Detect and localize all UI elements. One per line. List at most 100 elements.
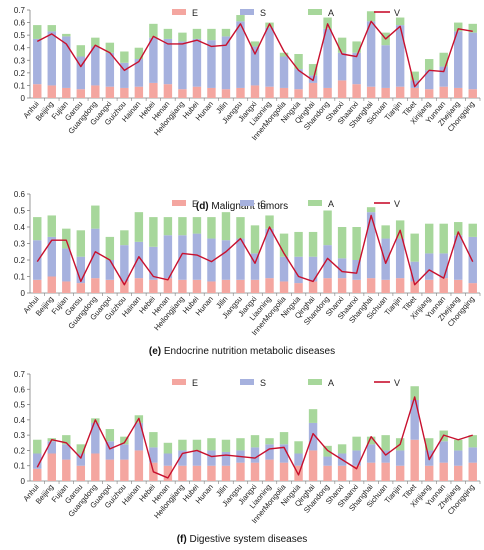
bar-s-yunnan	[439, 441, 448, 463]
bar-s-zhejiang	[454, 450, 463, 466]
bar-s-chongqing	[468, 447, 477, 463]
bar-e-jiangxi	[250, 85, 260, 98]
bar-s-liaoning	[265, 228, 274, 279]
bar-e-shaanxi	[352, 465, 361, 481]
bar-s-hainan	[134, 59, 144, 87]
bar-a-sichuan	[381, 435, 390, 451]
bar-s-sichuan	[381, 238, 390, 280]
y-tick-label: 0.4	[14, 223, 26, 232]
bar-e-guangxi	[105, 86, 115, 98]
bar-e-hubei	[192, 279, 202, 293]
line-v	[36, 396, 473, 479]
bar-s-qinghai	[308, 256, 318, 282]
caption-letter: (f)	[177, 534, 187, 545]
bar-e-henan	[163, 84, 173, 98]
bar-a-jilin	[221, 439, 231, 452]
bar-e-ningxia	[294, 89, 303, 98]
bar-s-zhejiang	[454, 31, 463, 88]
bar-s-guangxi	[105, 441, 115, 460]
bar-e-guizhou	[120, 87, 129, 98]
bar-e-tianjin	[395, 465, 405, 481]
bar-s-hubei	[192, 38, 202, 87]
bar-a-gansu	[76, 230, 86, 257]
y-tick-label: 0	[21, 289, 26, 298]
bar-s-hunan	[207, 40, 216, 88]
bar-a-jiangsu	[236, 15, 245, 22]
bar-e-hainan	[134, 278, 144, 293]
bar-a-heilongjiang	[178, 217, 187, 236]
bar-e-guangdong	[91, 278, 100, 293]
bar-a-gansu	[76, 444, 86, 454]
bar-s-yunnan	[439, 66, 448, 87]
bar-a-zhejiang	[454, 22, 463, 32]
bar-a-shanxi	[337, 227, 347, 259]
y-tick-label: 0.3	[14, 240, 26, 249]
bar-a-xinjiang	[424, 223, 434, 254]
bar-s-ningxia	[294, 453, 303, 466]
legend-label-e: E	[192, 8, 198, 18]
y-tick-label: 0.6	[14, 385, 26, 394]
bar-e-qinghai	[308, 82, 318, 98]
chart-caption: (e) Endocrine nutrition metabolic diseas…	[149, 346, 335, 357]
bar-e-shanxi	[337, 465, 347, 481]
bar-s-hebei	[149, 37, 158, 83]
bar-e-yunnan	[439, 462, 448, 481]
legend-swatch-a	[308, 379, 322, 385]
bar-a-tibet	[410, 233, 419, 262]
legend-swatch-s	[240, 379, 254, 385]
bar-a-shaanxi	[352, 436, 361, 451]
bar-e-ningxia	[294, 283, 303, 293]
y-tick-label: 0.4	[14, 416, 26, 425]
bar-e-sichuan	[381, 87, 390, 98]
legend-swatch-e	[172, 9, 186, 15]
bar-e-guangxi	[105, 459, 115, 481]
bar-a-hebei	[149, 432, 158, 448]
bar-s-heilongjiang	[178, 235, 187, 280]
bar-s-shaanxi	[352, 52, 361, 85]
bar-a-tibet	[410, 71, 419, 81]
bar-a-hubei	[192, 28, 202, 39]
bar-a-qinghai	[308, 231, 318, 257]
bar-e-gansu	[76, 283, 86, 293]
bar-e-hubei	[192, 465, 202, 481]
bar-s-guangdong	[91, 422, 100, 454]
bar-e-liaoning	[265, 86, 274, 98]
bar-s-guizhou	[120, 245, 129, 282]
bar-s-hebei	[149, 447, 158, 463]
bar-a-jiangxi	[250, 225, 260, 254]
bar-s-shanghai	[366, 212, 376, 279]
bar-s-henan	[163, 235, 173, 279]
bar-a-beijing	[47, 25, 56, 32]
bar-s-henan	[163, 453, 173, 466]
legend-swatch-s	[240, 9, 254, 15]
caption-title: Digestive system diseases	[189, 534, 307, 545]
bar-a-zhejiang	[454, 439, 463, 451]
bar-a-heilongjiang	[178, 439, 187, 451]
bar-s-tianjin	[395, 450, 405, 466]
caption-letter: (e)	[149, 346, 161, 357]
bar-a-qinghai	[308, 409, 318, 423]
bar-s-fujian	[62, 36, 71, 88]
chart-panel-1: 00.10.20.30.40.50.60.7AnhuiBeijingFujian…	[14, 6, 481, 212]
bar-e-shandong	[323, 278, 332, 293]
bar-a-guizhou	[120, 230, 129, 246]
bar-a-innermongolia	[279, 432, 289, 445]
legend-label-a: A	[328, 199, 334, 209]
y-tick-label: 0.1	[14, 273, 26, 282]
bar-a-beijing	[47, 215, 56, 237]
bar-e-guizhou	[120, 459, 129, 481]
bar-e-hebei	[149, 82, 158, 98]
bar-s-shandong	[323, 28, 332, 88]
bar-s-jilin	[221, 36, 231, 90]
bar-e-anhui	[33, 84, 42, 98]
bar-a-hebei	[149, 217, 158, 247]
bar-e-hunan	[207, 87, 216, 98]
bar-e-sichuan	[381, 462, 390, 481]
bar-e-hainan	[134, 450, 144, 481]
bar-s-hebei	[149, 246, 158, 280]
bar-e-beijing	[47, 85, 56, 98]
bar-a-fujian	[62, 228, 71, 249]
bar-s-jiangxi	[250, 447, 260, 463]
y-tick-label: 0.6	[14, 19, 26, 28]
legend-label-v: V	[394, 378, 400, 388]
